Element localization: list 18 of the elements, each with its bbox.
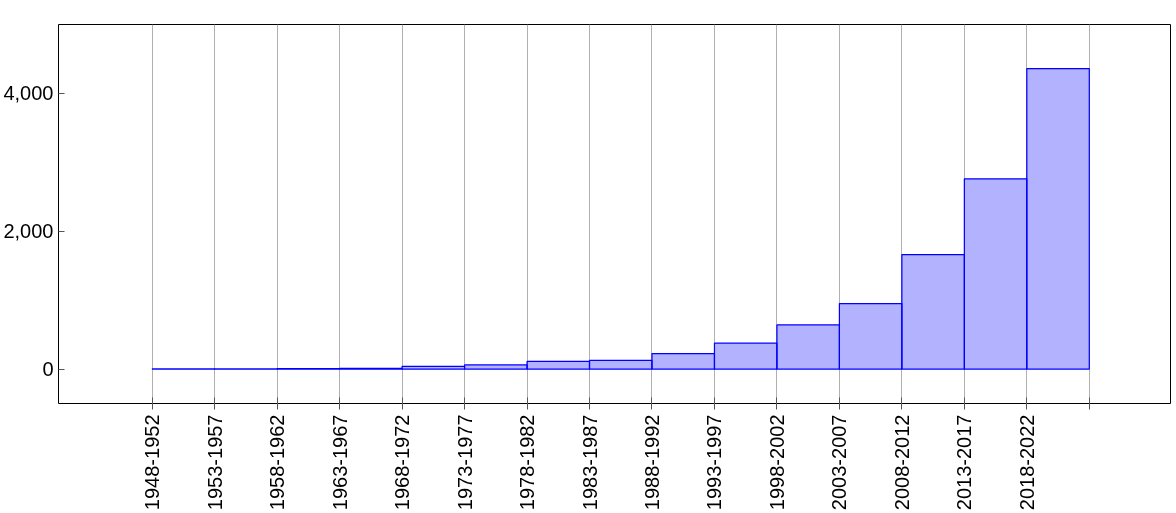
- x-tick-label: 1978-1982: [516, 414, 539, 511]
- x-tick-label: 1983-1987: [578, 414, 601, 511]
- x-tick-label: 1988-1992: [640, 414, 663, 511]
- x-tick-label: 2013-2017: [953, 414, 976, 511]
- y-tick-label: 0: [42, 358, 54, 381]
- x-tick-label: 1993-1997: [703, 414, 726, 511]
- x-tick-label: 1953-1957: [203, 414, 226, 511]
- x-tick-label: 2003-2007: [828, 414, 851, 511]
- x-tick-label: 1968-1972: [391, 414, 414, 511]
- x-tick-label: 1963-1967: [328, 414, 351, 511]
- x-tick-label: 1958-1962: [266, 414, 289, 511]
- x-tick-label: 2008-2012: [890, 414, 913, 511]
- y-tick-label: 4,000: [3, 82, 54, 105]
- x-tick-label: 1948-1952: [141, 414, 164, 511]
- x-tick-label: 1998-2002: [765, 414, 788, 511]
- x-tick-label: 2018-2022: [1015, 414, 1038, 511]
- y-tick-label: 2,000: [3, 220, 54, 243]
- x-tick-label: 1973-1977: [453, 414, 476, 511]
